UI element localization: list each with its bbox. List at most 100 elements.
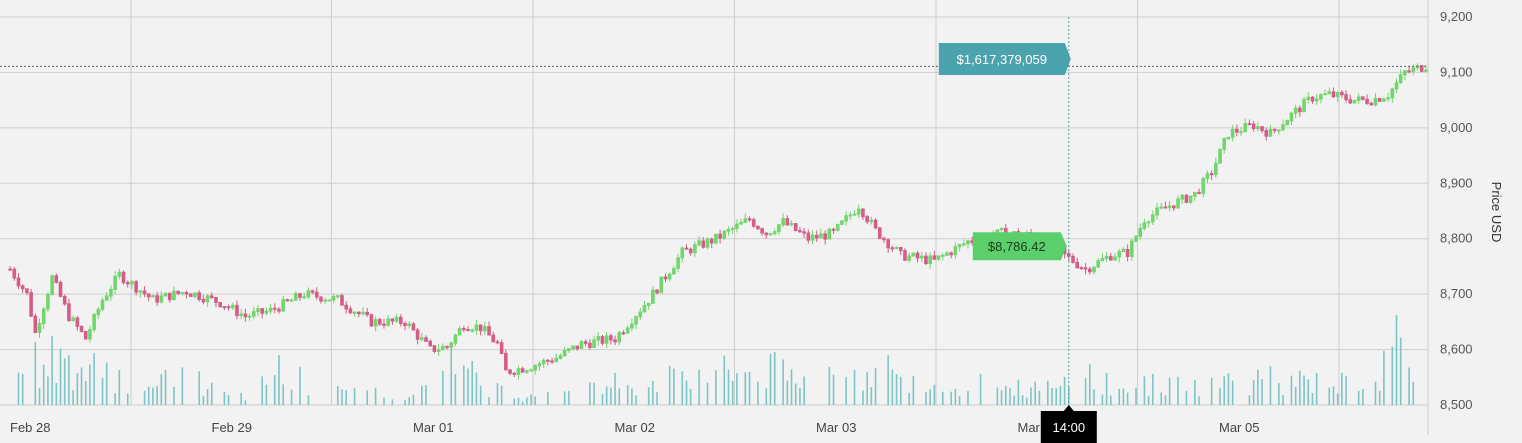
candle-body <box>277 308 281 312</box>
volume-bar <box>1004 386 1007 405</box>
volume-bar <box>1009 388 1011 405</box>
candle-body <box>886 239 890 249</box>
volume-bar <box>933 384 936 405</box>
candle-body <box>638 311 643 318</box>
candle-body <box>1125 248 1130 258</box>
volume-bar <box>63 358 66 405</box>
candle-body <box>1092 266 1096 273</box>
candle-body <box>79 325 84 332</box>
volume-bar <box>1030 387 1032 405</box>
volume-bar <box>1391 346 1394 405</box>
candle-body <box>663 276 668 280</box>
candle-body <box>1163 206 1168 209</box>
candle-body <box>831 228 836 231</box>
y-tick-label: 8,900 <box>1440 175 1473 190</box>
candle-body <box>709 238 714 244</box>
candle-body <box>949 252 953 256</box>
candle-body <box>1205 173 1210 180</box>
volume-bar <box>899 376 902 405</box>
candle-body <box>1331 91 1336 98</box>
candle-body <box>1285 120 1290 126</box>
candle-body <box>814 234 819 239</box>
candle-body <box>1293 107 1298 114</box>
candle-body <box>281 299 285 312</box>
volume-bar <box>1063 376 1066 405</box>
candle-body <box>260 308 264 314</box>
candle-body <box>1079 267 1084 270</box>
candle-body <box>50 275 54 295</box>
volume-bar <box>450 341 453 405</box>
candle-body <box>1071 255 1075 263</box>
volume-bar <box>799 387 801 405</box>
volume-bar <box>862 390 864 405</box>
candle-body <box>625 327 630 334</box>
volume-bar <box>76 373 79 405</box>
volume-bar <box>563 391 566 405</box>
volume-bar <box>530 394 532 405</box>
candle-body <box>1088 268 1092 273</box>
candle-body <box>1117 251 1122 258</box>
candle-body <box>8 268 12 271</box>
volume-bar <box>89 364 91 405</box>
candle-body <box>466 329 470 332</box>
volume-bar <box>736 373 738 405</box>
volume-bar <box>1223 376 1226 405</box>
volume-bar <box>496 383 499 405</box>
volume-bar <box>1185 390 1188 405</box>
candle-body <box>344 304 348 310</box>
candle-body <box>335 295 340 298</box>
volume-bar <box>471 360 474 405</box>
candle-body <box>415 329 420 340</box>
candle-body <box>1113 256 1117 261</box>
volume-bar <box>685 380 688 405</box>
candle-body <box>621 332 626 335</box>
candle-body <box>793 223 798 232</box>
volume-bar <box>1038 390 1041 405</box>
volume-bar <box>925 392 927 405</box>
candle-body <box>802 231 806 234</box>
volume-bar <box>1294 386 1297 405</box>
y-axis-label: Price USD <box>1489 182 1504 243</box>
volume-bar <box>1278 383 1280 405</box>
candle-body <box>567 348 571 351</box>
volume-bar <box>912 375 915 405</box>
candle-body <box>747 218 752 221</box>
volume-bar <box>1399 337 1402 405</box>
candle-body <box>331 296 336 301</box>
candle-body <box>487 326 491 336</box>
candle-body <box>180 292 185 295</box>
candle-body <box>298 293 302 298</box>
candle-body <box>546 359 550 362</box>
candle-body <box>562 349 567 357</box>
candle-body <box>113 275 117 291</box>
volume-bar <box>1345 375 1347 405</box>
candle-body <box>1134 235 1138 242</box>
volume-bar <box>353 388 356 405</box>
candle-body <box>41 308 46 325</box>
volume-bar <box>1311 393 1314 405</box>
candle-body <box>646 302 651 307</box>
candle-body <box>844 215 848 222</box>
candle-body <box>667 273 672 280</box>
volume-tooltip-label: $1,617,379,059 <box>957 52 1047 67</box>
volume-bar <box>278 355 280 405</box>
chart-grid <box>0 0 1429 435</box>
volume-bar <box>1231 380 1234 405</box>
candle-body <box>1356 96 1361 101</box>
volume-bar <box>240 393 242 405</box>
y-tick-label: 8,700 <box>1440 286 1473 301</box>
candle-body <box>1407 70 1411 73</box>
volume-bar <box>391 399 394 405</box>
volume-bar <box>610 387 612 405</box>
candle-body <box>365 311 370 316</box>
candle-body <box>382 323 386 326</box>
candle-body <box>117 271 122 277</box>
volume-bar <box>1110 395 1112 405</box>
candle-body <box>209 295 214 299</box>
candle-body <box>310 290 315 293</box>
volume-bar <box>631 388 633 405</box>
volume-bar <box>605 386 608 405</box>
candle-body <box>894 246 899 249</box>
volume-bar <box>790 369 793 405</box>
